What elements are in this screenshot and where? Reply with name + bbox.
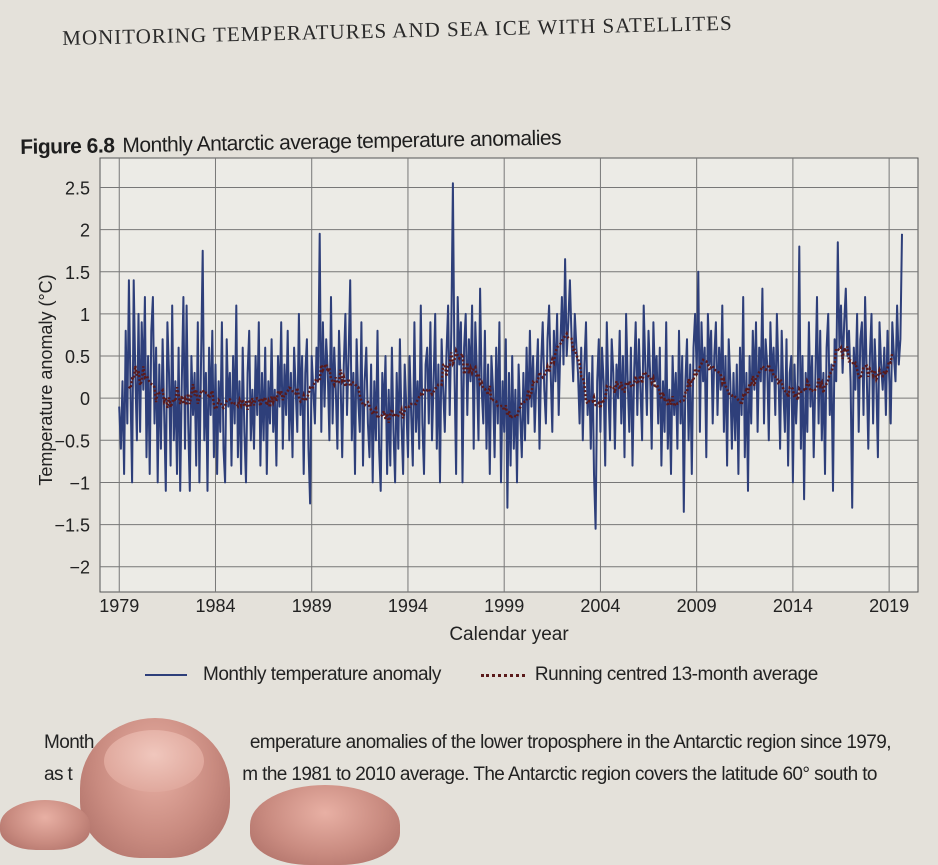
y-axis-label: Temperature anomaly (°C) <box>36 274 56 485</box>
y-tick-label: −2 <box>69 558 90 578</box>
x-tick-label: 2019 <box>869 596 909 616</box>
running-average-line <box>127 330 894 424</box>
x-axis-label: Calendar year <box>449 624 569 645</box>
legend-average-swatch <box>480 673 525 677</box>
x-tick-label: 2009 <box>677 596 717 616</box>
x-tick-label: 2014 <box>773 596 813 616</box>
chart-legend: Monthly temperature anomaly Running cent… <box>145 664 818 686</box>
caption-line-1-left: Month <box>44 732 94 753</box>
legend-monthly-label: Monthly temperature anomaly <box>203 664 441 685</box>
caption-line-2: as t m the 1981 to 2010 average. The Anta… <box>44 764 877 786</box>
caption-line-2-right: m the 1981 to 2010 average. The Antarcti… <box>242 764 877 785</box>
x-tick-label: 2004 <box>580 596 620 616</box>
y-tick-label: −1.5 <box>54 516 90 536</box>
y-tick-label: 1 <box>80 305 90 325</box>
caption-line-1-right: emperature anomalies of the lower tropos… <box>249 732 892 753</box>
x-tick-label: 1979 <box>99 596 139 616</box>
y-tick-label: −1 <box>69 473 90 493</box>
legend-average-label: Running centred 13-month average <box>534 664 818 685</box>
finger <box>250 785 400 865</box>
x-tick-label: 1999 <box>484 596 524 616</box>
y-tick-label: 2.5 <box>65 178 90 198</box>
y-tick-label: 1.5 <box>65 263 90 283</box>
y-tick-label: 2 <box>80 221 90 241</box>
y-tick-label: 0 <box>80 389 90 409</box>
tick-labels: 2.5 2 1.5 1 0.5 0 −0.5 −1 −1.5 −2 1979 1984 1989 1994… <box>54 178 909 616</box>
x-tick-label: 1984 <box>195 596 235 616</box>
thumb-nail <box>104 730 204 792</box>
antarctic-temperature-chart: 2.5 2 1.5 1 0.5 0 −0.5 −1 −1.5 −2 1979 1984 1989 1994… <box>36 157 919 645</box>
y-tick-label: 0.5 <box>65 347 90 367</box>
legend-monthly-swatch <box>145 674 187 676</box>
x-tick-label: 1989 <box>292 596 332 616</box>
finger-left <box>0 800 90 850</box>
monthly-anomaly-line <box>118 182 903 530</box>
caption-line-1: Month emperature anomalies of the lower t… <box>44 732 892 754</box>
caption-line-2-left: as t <box>44 764 73 785</box>
x-tick-label: 1994 <box>388 596 428 616</box>
y-tick-label: −0.5 <box>54 431 90 451</box>
